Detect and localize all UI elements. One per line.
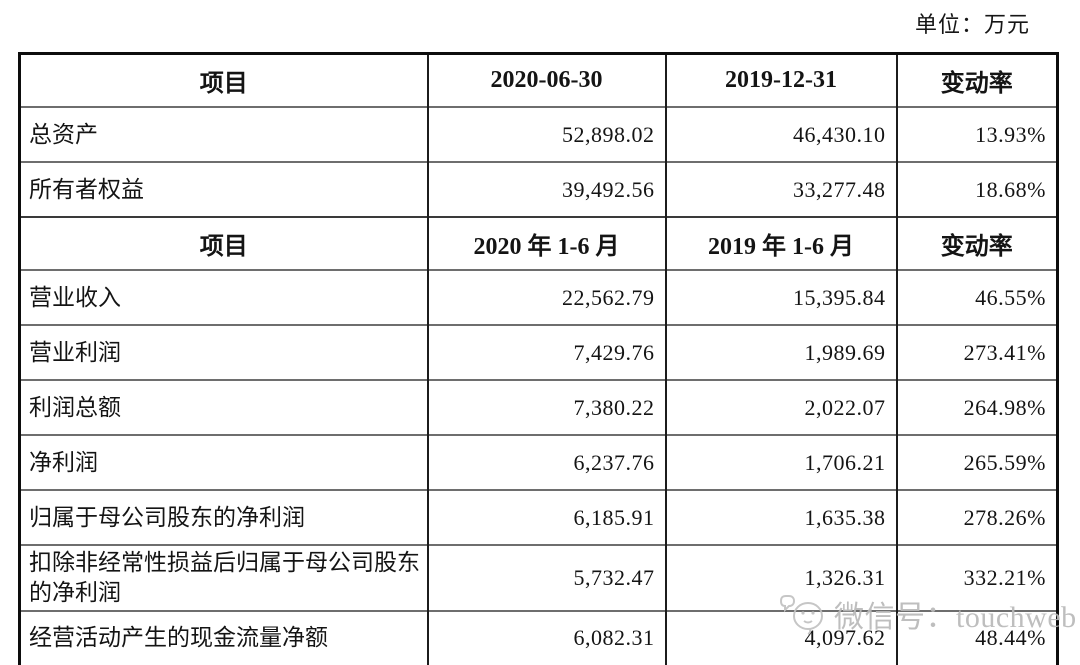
header-item-cell: 项目 [19, 216, 428, 270]
current-value-cell: 7,380.22 [426, 379, 666, 435]
prior-value-cell: 1,326.31 [664, 544, 897, 611]
change-rate-cell: 332.21% [895, 544, 1058, 611]
table-row: 归属于母公司股东的净利润 6,185.91 1,635.38 278.26% [19, 489, 1058, 545]
prior-value-cell: 2,022.07 [664, 379, 897, 435]
prior-value-cell: 46,430.10 [664, 106, 897, 162]
item-cell: 扣除非经常性损益后归属于母公司股东的净利润 [19, 544, 428, 611]
table-row: 经营活动产生的现金流量净额 6,082.31 4,097.62 48.44% [19, 609, 1058, 665]
header-current-value-cell: 2020 年 1-6 月 [426, 216, 666, 270]
table-row: 利润总额 7,380.22 2,022.07 264.98% [19, 379, 1058, 435]
current-value-cell: 7,429.76 [426, 324, 666, 380]
current-value-cell: 22,562.79 [426, 269, 666, 325]
financial-table: 项目 2020-06-30 2019-12-31 变动率 总资产 52,898.02 46,… [18, 52, 1059, 665]
current-value-cell: 6,082.31 [426, 609, 666, 665]
table-row: 净利润 6,237.76 1,706.21 265.59% [19, 434, 1058, 490]
header-row: 项目 2020-06-30 2019-12-31 变动率 [19, 53, 1058, 107]
table-row: 营业收入 22,562.79 15,395.84 46.55% [19, 269, 1058, 325]
change-rate-cell: 265.59% [895, 434, 1058, 490]
prior-value-cell: 15,395.84 [664, 269, 897, 325]
table-row: 所有者权益 39,492.56 33,277.48 18.68% [19, 161, 1058, 217]
current-value-cell: 6,237.76 [426, 434, 666, 490]
item-cell: 营业利润 [19, 324, 428, 380]
item-cell: 净利润 [19, 434, 428, 490]
unit-label: 单位：万元 [914, 12, 1030, 37]
current-value-cell: 6,185.91 [426, 489, 666, 545]
item-cell: 利润总额 [19, 379, 428, 435]
prior-value-cell: 1,706.21 [664, 434, 897, 490]
header-change-rate-cell: 变动率 [895, 216, 1058, 270]
change-rate-cell: 48.44% [895, 609, 1058, 665]
change-rate-cell: 273.41% [895, 324, 1058, 380]
current-value-cell: 52,898.02 [426, 106, 666, 162]
item-cell: 所有者权益 [19, 161, 428, 217]
header-change-rate-cell: 变动率 [895, 53, 1058, 107]
item-cell: 营业收入 [19, 269, 428, 325]
change-rate-cell: 264.98% [895, 379, 1058, 435]
table-body: 项目 2020-06-30 2019-12-31 变动率 总资产 52,898.02 46,… [19, 53, 1058, 665]
prior-value-cell: 33,277.48 [664, 161, 897, 217]
prior-value-cell: 4,097.62 [664, 609, 897, 665]
current-value-cell: 39,492.56 [426, 161, 666, 217]
prior-value-cell: 1,635.38 [664, 489, 897, 545]
header-row: 项目 2020 年 1-6 月 2019 年 1-6 月变动率 [19, 216, 1058, 270]
item-cell: 归属于母公司股东的净利润 [19, 489, 428, 545]
item-cell: 总资产 [19, 106, 428, 162]
item-cell: 经营活动产生的现金流量净额 [19, 609, 428, 665]
change-rate-cell: 46.55% [895, 269, 1058, 325]
header-prior-value-cell: 2019-12-31 [664, 53, 897, 107]
change-rate-cell: 13.93% [895, 106, 1058, 162]
change-rate-cell: 278.26% [895, 489, 1058, 545]
table-row: 扣除非经常性损益后归属于母公司股东的净利润 5,732.47 1,326.31 332… [19, 544, 1058, 611]
header-prior-value-cell: 2019 年 1-6 月 [664, 216, 897, 270]
change-rate-cell: 18.68% [895, 161, 1058, 217]
prior-value-cell: 1,989.69 [664, 324, 897, 380]
header-current-value-cell: 2020-06-30 [426, 53, 666, 107]
current-value-cell: 5,732.47 [426, 544, 666, 611]
table-row: 总资产 52,898.02 46,430.10 13.93% [19, 106, 1058, 162]
table-row: 营业利润 7,429.76 1,989.69 273.41% [19, 324, 1058, 380]
header-item-cell: 项目 [19, 53, 428, 107]
